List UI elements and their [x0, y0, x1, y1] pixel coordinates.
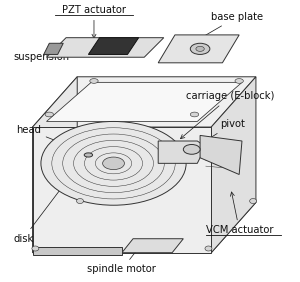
Text: disk: disk: [13, 177, 70, 244]
Text: suspension: suspension: [13, 47, 69, 62]
Ellipse shape: [41, 122, 186, 205]
Polygon shape: [33, 247, 122, 255]
Ellipse shape: [250, 199, 256, 204]
Text: carriage (E-block): carriage (E-block): [181, 91, 274, 139]
Ellipse shape: [183, 144, 200, 154]
Polygon shape: [200, 135, 242, 175]
Ellipse shape: [32, 246, 39, 251]
Polygon shape: [46, 82, 242, 122]
Ellipse shape: [103, 157, 124, 169]
Polygon shape: [158, 35, 239, 63]
Polygon shape: [33, 202, 256, 253]
Ellipse shape: [196, 46, 204, 51]
Polygon shape: [88, 38, 139, 54]
Ellipse shape: [190, 112, 199, 117]
Text: pivot: pivot: [195, 119, 244, 147]
Text: head: head: [16, 125, 85, 153]
Ellipse shape: [76, 199, 83, 204]
Polygon shape: [158, 141, 206, 163]
Text: base plate: base plate: [195, 12, 263, 41]
Polygon shape: [46, 38, 164, 57]
Ellipse shape: [205, 246, 212, 251]
Polygon shape: [122, 239, 183, 253]
Polygon shape: [44, 43, 63, 54]
Polygon shape: [33, 127, 211, 253]
Text: VCM actuator: VCM actuator: [206, 192, 273, 235]
Polygon shape: [33, 77, 256, 127]
Ellipse shape: [190, 43, 210, 54]
Polygon shape: [33, 77, 77, 253]
Ellipse shape: [45, 112, 53, 117]
Text: spindle motor: spindle motor: [88, 247, 156, 274]
Text: PZT actuator: PZT actuator: [62, 5, 126, 38]
Ellipse shape: [84, 153, 93, 157]
Ellipse shape: [235, 79, 243, 83]
Ellipse shape: [90, 79, 98, 83]
Polygon shape: [211, 77, 256, 253]
